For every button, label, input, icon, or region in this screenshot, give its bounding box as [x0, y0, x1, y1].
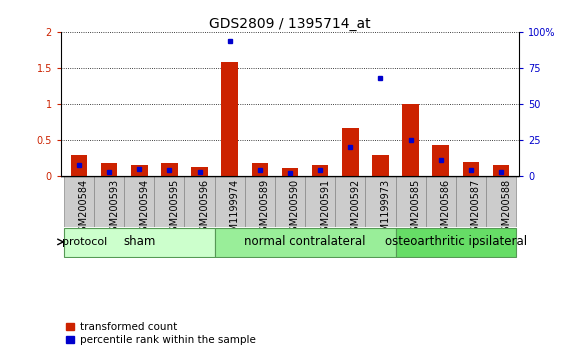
Bar [456, 176, 486, 227]
Legend: transformed count, percentile rank within the sample: transformed count, percentile rank withi… [66, 322, 256, 345]
Bar [245, 176, 275, 227]
Text: GSM200591: GSM200591 [320, 179, 330, 238]
Bar [463, 162, 479, 176]
Bar [312, 165, 328, 176]
Text: GSM200587: GSM200587 [471, 179, 481, 238]
Text: GSM200584: GSM200584 [79, 179, 89, 238]
Text: osteoarthritic ipsilateral: osteoarthritic ipsilateral [385, 235, 527, 249]
Text: GSM200588: GSM200588 [501, 179, 511, 238]
Bar [396, 176, 426, 227]
Bar [486, 176, 516, 227]
Text: GSM200596: GSM200596 [200, 179, 209, 238]
Bar [191, 167, 208, 176]
Text: GSM200595: GSM200595 [169, 179, 179, 238]
Bar [426, 176, 456, 227]
Bar [64, 228, 215, 257]
Bar [71, 154, 87, 176]
Text: GSM200594: GSM200594 [139, 179, 149, 238]
Bar [403, 104, 419, 176]
Bar [433, 145, 449, 176]
Title: GDS2809 / 1395714_at: GDS2809 / 1395714_at [209, 17, 371, 31]
Bar [282, 167, 298, 176]
Bar [222, 62, 238, 176]
Bar [275, 176, 305, 227]
Bar [184, 176, 215, 227]
Bar [94, 176, 124, 227]
Bar [161, 163, 177, 176]
Bar [101, 163, 117, 176]
Bar [64, 176, 94, 227]
Text: GSM200592: GSM200592 [350, 179, 360, 238]
Bar [124, 176, 154, 227]
Text: GSM200589: GSM200589 [260, 179, 270, 238]
Bar [252, 163, 268, 176]
Bar [342, 128, 358, 176]
Text: GSM200593: GSM200593 [109, 179, 119, 238]
Bar [154, 176, 184, 227]
Bar [365, 176, 396, 227]
Bar [396, 228, 516, 257]
Text: protocol: protocol [61, 237, 107, 247]
Bar [215, 228, 396, 257]
Bar [305, 176, 335, 227]
Bar [372, 154, 389, 176]
Text: normal contralateral: normal contralateral [244, 235, 366, 249]
Bar [335, 176, 365, 227]
Text: GSM200586: GSM200586 [441, 179, 451, 238]
Bar [493, 165, 509, 176]
Bar [131, 165, 147, 176]
Text: sham: sham [123, 235, 155, 249]
Bar [215, 176, 245, 227]
Text: GSM1199974: GSM1199974 [230, 179, 240, 244]
Text: GSM200585: GSM200585 [411, 179, 420, 238]
Text: GSM1199973: GSM1199973 [380, 179, 390, 244]
Text: GSM200590: GSM200590 [290, 179, 300, 238]
